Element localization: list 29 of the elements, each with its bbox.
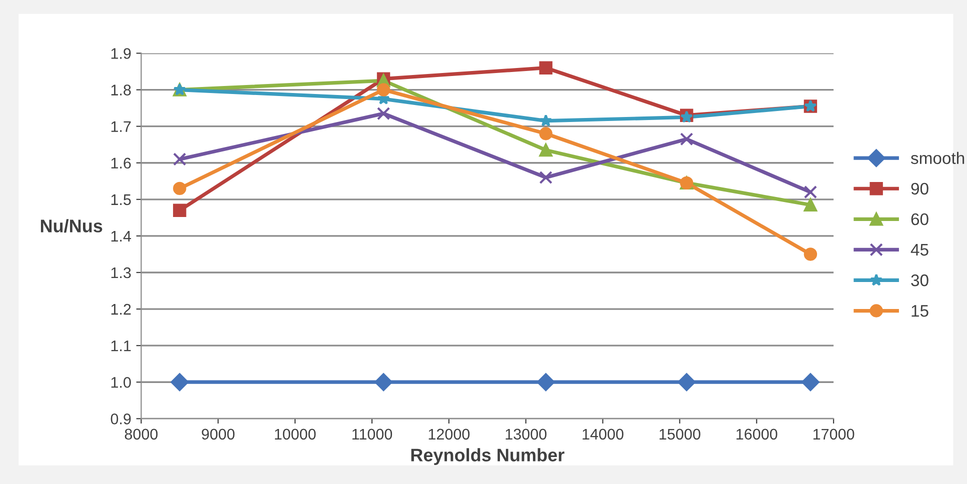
x-tick-label: 11000 (352, 428, 392, 440)
y-tick-label: 1.8 (111, 84, 131, 96)
legend-label: 90 (911, 182, 928, 195)
x-tick-label: 8000 (124, 428, 158, 440)
x-tick-label: 10000 (274, 428, 316, 440)
x-tick-label: 12000 (428, 428, 470, 440)
y-tick-label: 1.5 (111, 194, 131, 206)
legend-label: 60 (911, 213, 928, 226)
y-tick-label: 1.9 (111, 48, 131, 59)
legend-label: 30 (911, 274, 928, 286)
legend-label: smooth (910, 152, 964, 164)
legend-label: 45 (910, 244, 928, 256)
y-axis-title: Nu/Nus (40, 219, 102, 233)
x-tick-label: 9000 (202, 428, 235, 440)
legend-label: 15 (912, 305, 928, 317)
y-tick-label: 1.0 (111, 376, 131, 388)
y-tick-label: 1.6 (111, 158, 131, 169)
y-tick-label: 1.7 (111, 121, 131, 132)
y-tick-label: 1.2 (111, 304, 131, 315)
y-tick-label: 1.4 (111, 230, 132, 242)
y-tick-label: 1.3 (111, 267, 131, 278)
y-tick-label: 1.1 (111, 340, 131, 352)
y-tick-label: 0.9 (110, 414, 131, 424)
x-tick-label: 17000 (813, 428, 854, 440)
x-tick-label: 13000 (506, 428, 546, 440)
x-tick-label: 14000 (582, 428, 624, 440)
x-axis-title: Reynolds Number (411, 448, 564, 466)
x-tick-label: 15000 (660, 428, 700, 440)
x-tick-label: 16000 (736, 428, 778, 440)
